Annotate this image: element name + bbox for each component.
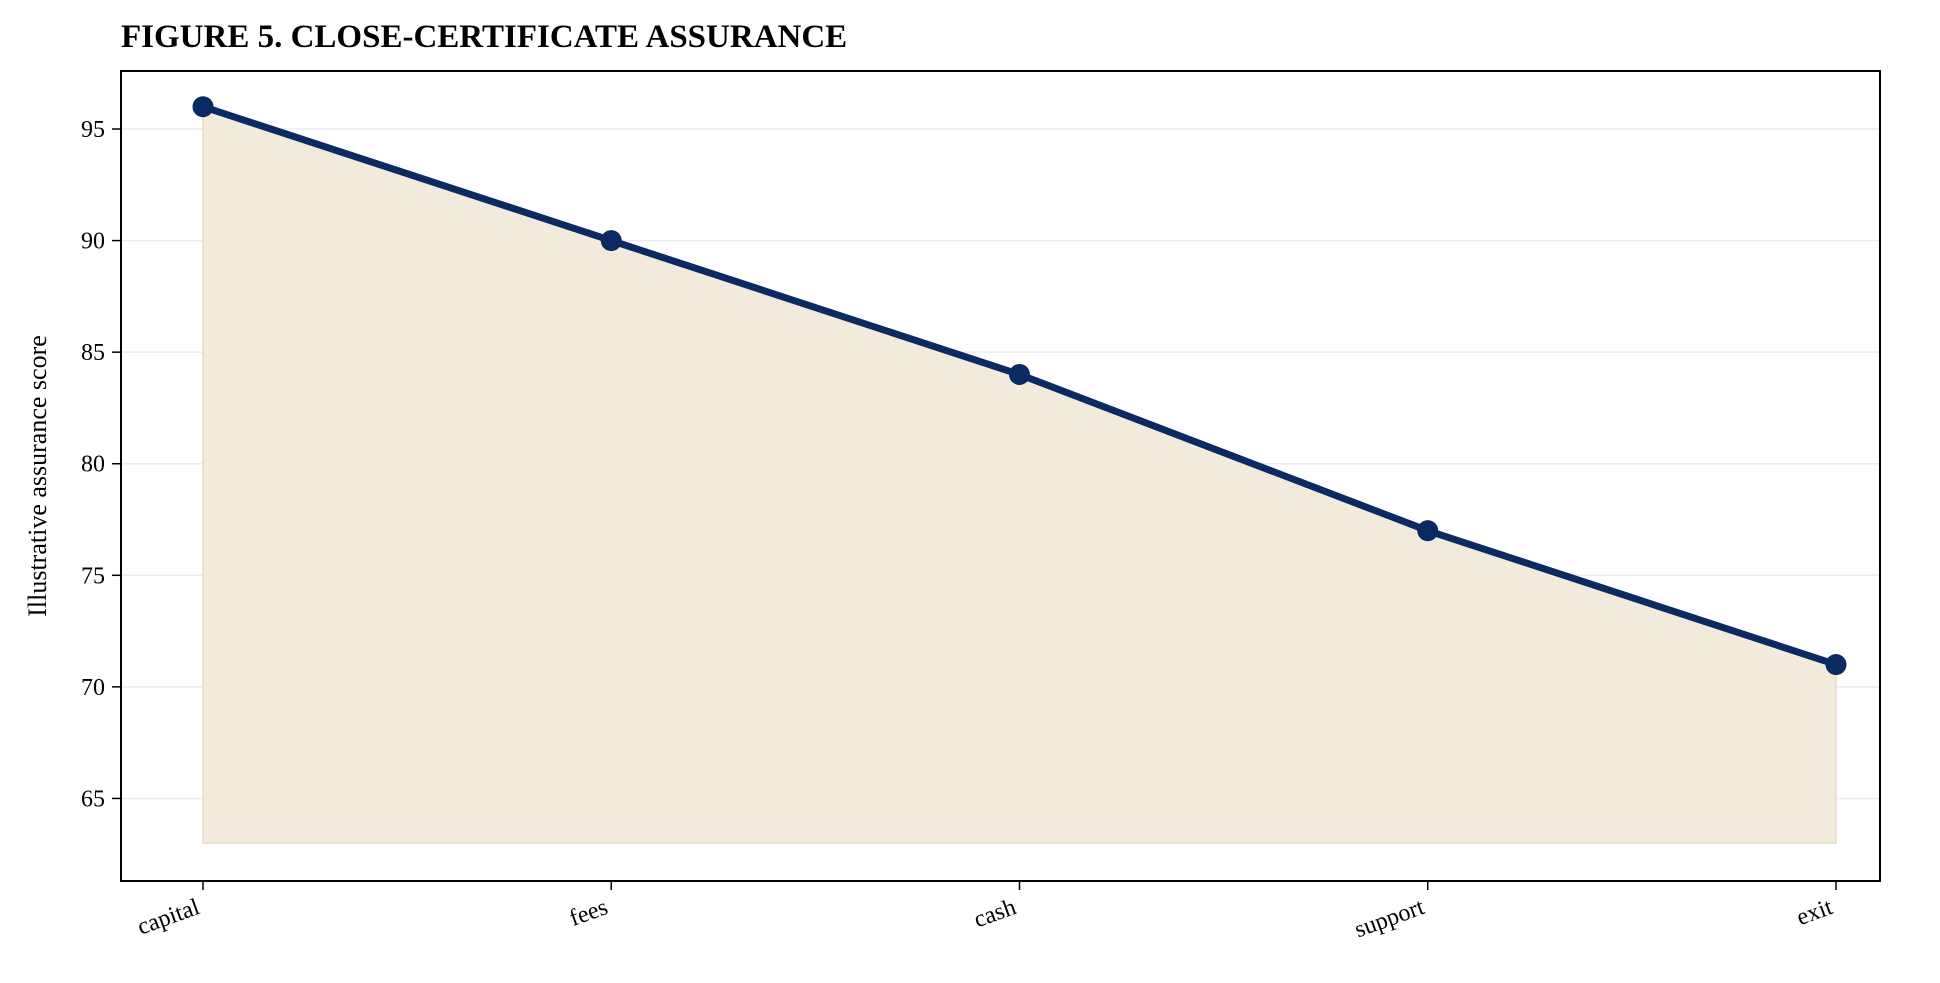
data-point	[192, 96, 214, 118]
x-tick-label: support	[1351, 894, 1428, 943]
y-tick-label: 85	[81, 340, 105, 366]
plot-frame	[120, 70, 1881, 882]
x-axis: capital fees cash support exit	[134, 881, 1837, 943]
x-tick-label: exit	[1793, 894, 1836, 931]
x-tick-label: capital	[134, 894, 203, 940]
data-point	[1417, 520, 1439, 542]
x-tick-label: cash	[971, 894, 1020, 933]
y-tick-label: 95	[81, 117, 105, 143]
area-fill	[202, 105, 1837, 844]
data-points	[192, 96, 1847, 676]
data-point	[1825, 654, 1847, 676]
y-axis: 65 70 75 80 85 90 95	[81, 117, 121, 812]
y-tick-label: 90	[81, 229, 105, 255]
y-tick-label: 65	[81, 786, 105, 812]
data-point	[1009, 363, 1030, 385]
data-point	[600, 230, 622, 252]
y-axis-label: Illustrative assurance score	[23, 335, 52, 617]
y-tick-label: 70	[81, 675, 105, 701]
x-tick-label: fees	[566, 894, 611, 932]
y-tick-label: 75	[81, 563, 105, 589]
chart-title: FIGURE 5. CLOSE-CERTIFICATE ASSURANCE	[121, 19, 847, 55]
y-tick-label: 80	[81, 452, 105, 478]
